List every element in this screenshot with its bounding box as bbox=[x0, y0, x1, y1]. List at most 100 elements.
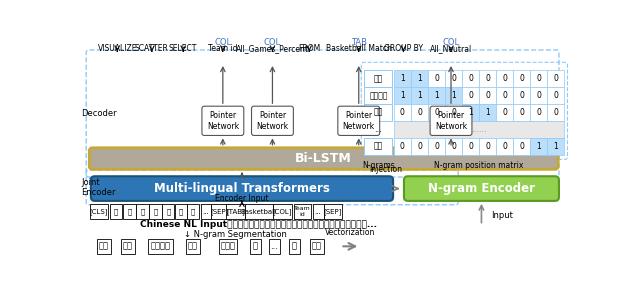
Bar bbox=[136, 204, 148, 219]
Bar bbox=[479, 138, 496, 155]
Text: 图: 图 bbox=[253, 242, 258, 251]
Text: N-gram position matrix: N-gram position matrix bbox=[435, 161, 524, 170]
Text: 关系: 关系 bbox=[374, 142, 383, 151]
Bar bbox=[124, 204, 136, 219]
Bar bbox=[175, 204, 188, 219]
Bar bbox=[364, 138, 392, 155]
Text: Team id: Team id bbox=[208, 44, 237, 53]
Bar bbox=[394, 87, 411, 104]
Bar bbox=[148, 239, 173, 254]
Text: ...: ... bbox=[203, 209, 209, 215]
Text: 点: 点 bbox=[179, 208, 183, 215]
Text: 散点: 散点 bbox=[374, 108, 383, 117]
Text: 0: 0 bbox=[451, 74, 456, 83]
Text: 0: 0 bbox=[502, 108, 507, 117]
Bar bbox=[110, 204, 122, 219]
Bar bbox=[479, 87, 496, 104]
Bar bbox=[445, 138, 462, 155]
Bar bbox=[200, 204, 211, 219]
Bar bbox=[394, 121, 564, 138]
Text: Pointer
Network: Pointer Network bbox=[257, 111, 289, 131]
Text: VISUALIZE: VISUALIZE bbox=[97, 44, 137, 53]
Text: 0: 0 bbox=[485, 142, 490, 151]
Bar bbox=[273, 204, 292, 219]
Text: ...: ... bbox=[315, 209, 321, 215]
Text: 1: 1 bbox=[400, 74, 404, 83]
Text: 0: 0 bbox=[417, 142, 422, 151]
Bar bbox=[162, 204, 175, 219]
Bar bbox=[462, 104, 479, 121]
Text: 0: 0 bbox=[519, 74, 524, 83]
Bar bbox=[149, 204, 161, 219]
Text: All_Games_Percent: All_Games_Percent bbox=[236, 44, 309, 53]
Bar bbox=[313, 204, 323, 219]
Text: SCATTER: SCATTER bbox=[135, 44, 169, 53]
Bar bbox=[462, 87, 479, 104]
Bar bbox=[244, 204, 273, 219]
Bar bbox=[90, 204, 108, 219]
Bar bbox=[513, 87, 531, 104]
Bar bbox=[411, 104, 428, 121]
Text: 1: 1 bbox=[434, 91, 439, 100]
Text: 0: 0 bbox=[536, 108, 541, 117]
Text: 0: 0 bbox=[519, 91, 524, 100]
Bar bbox=[462, 138, 479, 155]
Text: 绘制一个: 绘制一个 bbox=[150, 242, 170, 251]
Bar bbox=[513, 70, 531, 87]
Text: 0: 0 bbox=[468, 142, 473, 151]
FancyBboxPatch shape bbox=[338, 106, 380, 135]
Bar bbox=[496, 104, 513, 121]
Bar bbox=[211, 204, 229, 219]
Text: N-gram Encoder: N-gram Encoder bbox=[428, 182, 535, 195]
Text: 0: 0 bbox=[502, 74, 507, 83]
Bar bbox=[547, 70, 564, 87]
Bar bbox=[364, 104, 392, 121]
Bar bbox=[364, 87, 392, 104]
Bar bbox=[394, 138, 411, 155]
Bar bbox=[462, 70, 479, 87]
Text: 绘制一个: 绘制一个 bbox=[369, 91, 388, 100]
FancyBboxPatch shape bbox=[404, 176, 559, 201]
Text: ......: ...... bbox=[471, 125, 487, 134]
FancyBboxPatch shape bbox=[91, 176, 393, 201]
Bar bbox=[479, 104, 496, 121]
Text: ...: ... bbox=[271, 242, 278, 251]
Text: 1: 1 bbox=[485, 108, 490, 117]
Bar bbox=[479, 70, 496, 87]
Text: [SEP]: [SEP] bbox=[324, 208, 342, 215]
Text: Encoder Input: Encoder Input bbox=[215, 194, 269, 203]
Text: FROM: FROM bbox=[298, 44, 320, 53]
Text: 一: 一 bbox=[140, 208, 145, 215]
Text: 0: 0 bbox=[485, 74, 490, 83]
Text: [TAB]: [TAB] bbox=[227, 208, 245, 215]
Text: 1: 1 bbox=[417, 74, 422, 83]
Text: 绘制: 绘制 bbox=[99, 242, 109, 251]
Text: 1: 1 bbox=[400, 91, 404, 100]
Bar bbox=[394, 70, 411, 87]
Text: Chinese NL Input：绘制一个散点图，说明球队和所有比赛百分比之间的关系...: Chinese NL Input：绘制一个散点图，说明球队和所有比赛百分比之间的… bbox=[140, 220, 377, 229]
Text: 0: 0 bbox=[519, 142, 524, 151]
Bar bbox=[428, 70, 445, 87]
FancyBboxPatch shape bbox=[90, 148, 558, 169]
Text: 0: 0 bbox=[536, 74, 541, 83]
FancyBboxPatch shape bbox=[252, 106, 293, 135]
Bar bbox=[531, 138, 547, 155]
Bar bbox=[513, 104, 531, 121]
Text: [CLS]: [CLS] bbox=[90, 208, 108, 215]
Bar bbox=[227, 204, 245, 219]
Text: 0: 0 bbox=[502, 91, 507, 100]
Text: Input: Input bbox=[491, 211, 513, 220]
Bar bbox=[324, 204, 342, 219]
Text: 0: 0 bbox=[400, 142, 405, 151]
Bar bbox=[496, 138, 513, 155]
Text: 个: 个 bbox=[153, 208, 157, 215]
Text: 1: 1 bbox=[468, 108, 473, 117]
Text: 一个: 一个 bbox=[123, 242, 132, 251]
Text: Multi-lingual Transformers: Multi-lingual Transformers bbox=[154, 182, 330, 195]
Text: Basketball: Basketball bbox=[241, 209, 276, 215]
Text: Pointer
Network: Pointer Network bbox=[207, 111, 239, 131]
Bar bbox=[547, 104, 564, 121]
Bar bbox=[411, 87, 428, 104]
Bar bbox=[269, 239, 280, 254]
Text: Pointer
Network: Pointer Network bbox=[342, 111, 375, 131]
